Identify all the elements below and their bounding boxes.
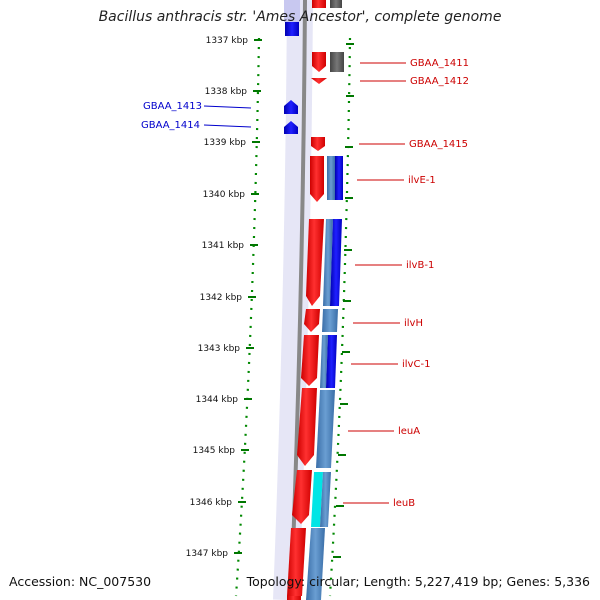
scale-tick-layer: 1337 kbp 1338 kbp 1339 kbp 1340 kbp 1341 kbp… xyxy=(186,36,262,559)
accession-label: Accession: NC_007530 xyxy=(9,574,152,589)
gene-ilvh xyxy=(304,309,320,332)
gene-leub xyxy=(292,470,312,524)
scale-tick-label: 1345 kbp xyxy=(193,446,236,456)
gene-gbaa-1413 xyxy=(284,100,298,114)
gene-bottom-forward xyxy=(287,528,306,596)
cds-ilvh xyxy=(322,309,338,332)
map-title: Bacillus anthracis str. 'Ames Ancestor',… xyxy=(98,9,502,25)
outer-tick-layer xyxy=(333,43,354,558)
cds-ilvb-1-blue xyxy=(330,219,342,306)
forward-gene-label: ilvH xyxy=(404,318,423,329)
scale-tick-label: 1341 kbp xyxy=(202,241,245,251)
gene-ilvc-1 xyxy=(301,335,319,386)
forward-gene-label: GBAA_1411 xyxy=(410,58,469,69)
cds-ilve-1-b xyxy=(335,156,343,200)
forward-gene-label: GBAA_1415 xyxy=(409,139,468,150)
cds-leub-cyan xyxy=(311,472,323,527)
cds-leub-steel xyxy=(320,472,331,527)
gene-bottom-forward-tail xyxy=(287,596,301,600)
forward-gene-label: ilvB-1 xyxy=(406,260,434,271)
scale-tick-label: 1347 kbp xyxy=(186,549,229,559)
gene-label-layer: GBAA_1413 GBAA_1414 GBAA_1411 GBAA_1412 GBAA… xyxy=(141,58,469,509)
gene-leua xyxy=(297,388,317,466)
gene-ilve-1 xyxy=(310,156,324,202)
reverse-gene-label: GBAA_1413 xyxy=(143,101,202,112)
inner-dotted-track xyxy=(234,37,261,597)
forward-gene-top xyxy=(312,0,326,8)
forward-gene-label: ilvE-1 xyxy=(408,175,436,186)
scale-tick-label: 1338 kbp xyxy=(205,87,248,97)
gene-gbaa-1411 xyxy=(312,52,326,72)
cds-bottom-steel xyxy=(306,528,325,600)
reverse-label-leader xyxy=(203,105,252,109)
gene-ilvb-1 xyxy=(306,219,324,306)
outer-ring-band xyxy=(273,0,313,600)
cds-leua xyxy=(316,390,335,468)
reverse-gene-top xyxy=(285,20,299,36)
dark-gene-top xyxy=(330,0,342,8)
reverse-label-leader xyxy=(203,124,252,128)
scale-tick-label: 1342 kbp xyxy=(200,293,243,303)
reverse-gene-label: GBAA_1414 xyxy=(141,120,200,131)
forward-gene-label: leuB xyxy=(393,498,415,509)
scale-tick-label: 1344 kbp xyxy=(196,395,239,405)
cds-ilvc-1-blue xyxy=(326,335,337,388)
cds-ilve-1-a xyxy=(327,156,335,200)
forward-gene-label: GBAA_1412 xyxy=(410,76,469,87)
forward-gene-label: leuA xyxy=(398,426,420,437)
gene-gbaa-1414 xyxy=(284,121,298,134)
scale-tick-label: 1337 kbp xyxy=(206,36,249,46)
cds-ilvb-1-steel xyxy=(323,219,333,306)
scale-tick-label: 1339 kbp xyxy=(204,138,247,148)
gene-gbaa-1412 xyxy=(311,78,327,84)
scale-tick-label: 1346 kbp xyxy=(190,498,233,508)
genome-stats-label: Topology: circular; Length: 5,227,419 bp… xyxy=(246,574,590,589)
cds-ilvc-1-steel xyxy=(320,335,328,388)
forward-gene-label: ilvC-1 xyxy=(402,359,430,370)
scale-tick-label: 1343 kbp xyxy=(198,344,241,354)
dark-gene-1411 xyxy=(330,52,344,72)
gene-gbaa-1415 xyxy=(311,137,325,151)
reverse-gene-top-faint xyxy=(284,0,300,22)
scale-tick-label: 1340 kbp xyxy=(203,190,246,200)
